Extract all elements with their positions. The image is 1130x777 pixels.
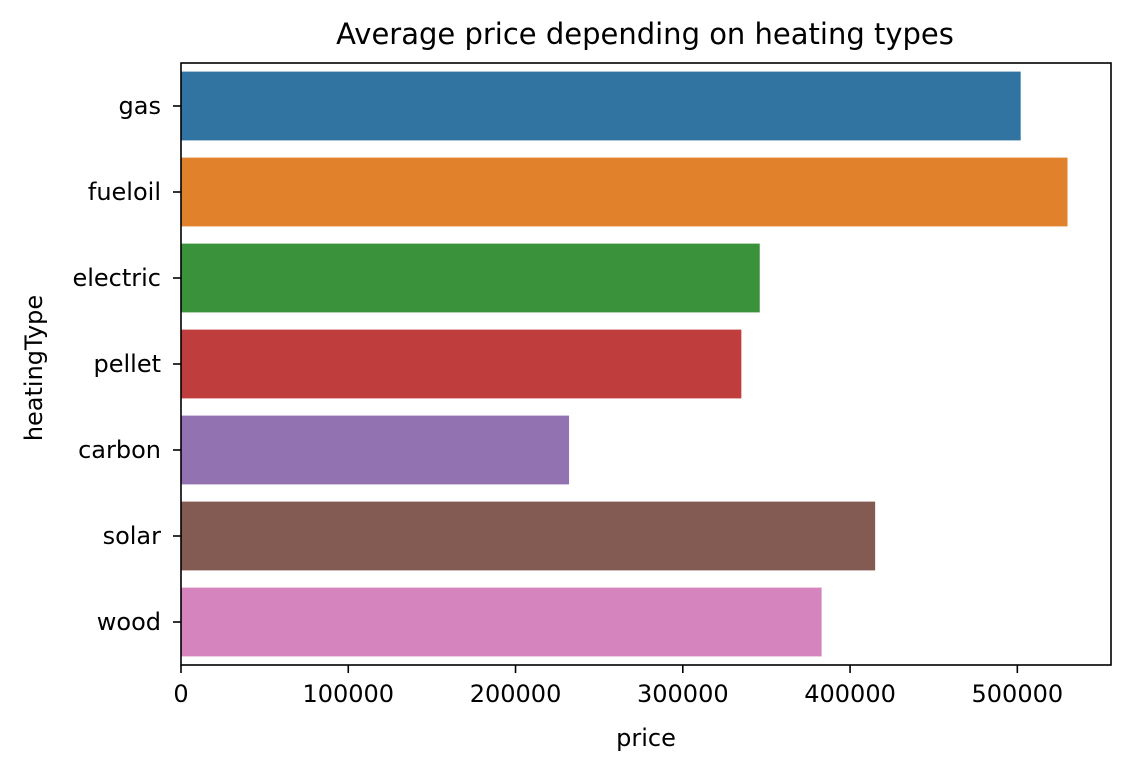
bar-fueloil	[181, 157, 1068, 227]
y-tick-label-solar: solar	[103, 522, 162, 550]
x-tick-label-0: 0	[173, 680, 188, 708]
bar-electric	[181, 243, 760, 313]
x-tick-label-100000: 100000	[302, 680, 394, 708]
y-tick-label-wood: wood	[97, 608, 161, 636]
x-axis-label: price	[616, 724, 676, 752]
x-tick-label-200000: 200000	[470, 680, 562, 708]
bar-pellet	[181, 329, 742, 399]
x-tick-label-500000: 500000	[972, 680, 1064, 708]
y-tick-label-electric: electric	[72, 264, 161, 292]
bar-solar	[181, 501, 876, 571]
x-tick-label-300000: 300000	[637, 680, 729, 708]
x-axis-ticks: 0 100000 200000 300000 400000 500000	[173, 665, 1063, 708]
bar-gas	[181, 71, 1021, 141]
y-tick-label-gas: gas	[119, 92, 161, 120]
chart-title: Average price depending on heating types	[336, 17, 954, 51]
plot-frame	[180, 62, 1112, 666]
y-tick-label-fueloil: fueloil	[88, 178, 161, 206]
y-tick-label-pellet: pellet	[93, 350, 161, 378]
bars-layer	[181, 71, 1068, 657]
y-axis-label: heatingType	[20, 295, 48, 441]
bar-wood	[181, 587, 822, 657]
y-axis-ticks: gas fueloil electric pellet carbon solar wood	[72, 92, 181, 636]
x-tick-label-400000: 400000	[804, 680, 896, 708]
y-tick-label-carbon: carbon	[78, 436, 161, 464]
bar-carbon	[181, 415, 570, 485]
